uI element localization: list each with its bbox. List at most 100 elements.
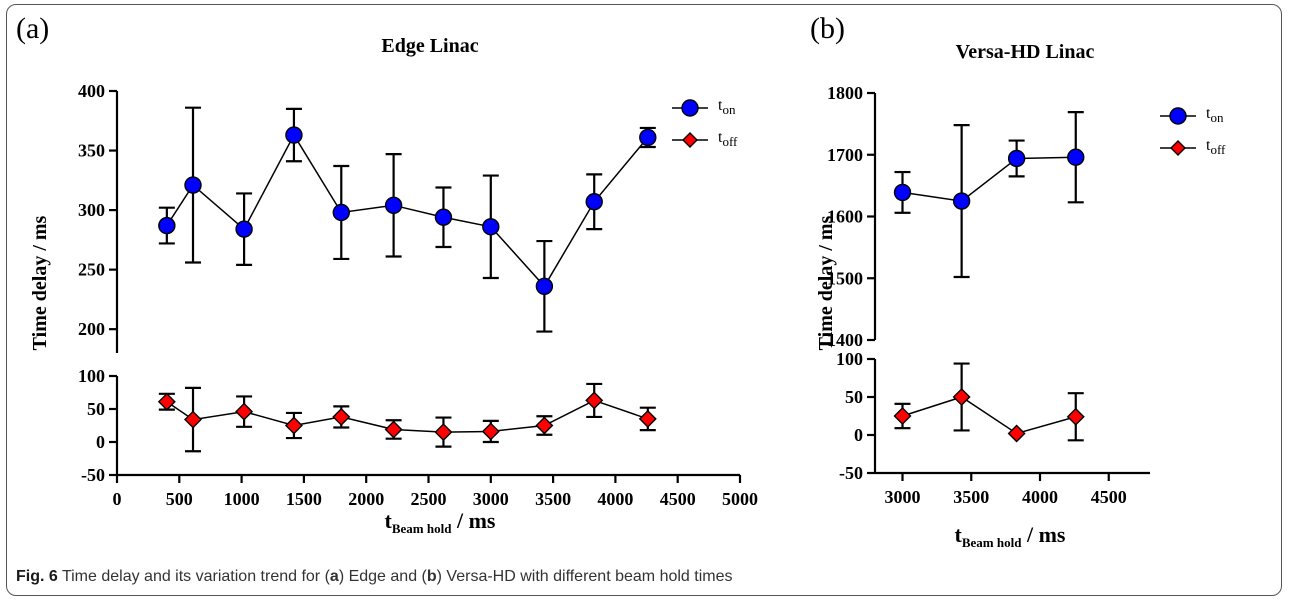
caption-text-1: Time delay and its variation trend for ( bbox=[57, 568, 330, 585]
y-tick-label: 1700 bbox=[827, 145, 863, 165]
data-point bbox=[535, 416, 554, 435]
data-point bbox=[158, 216, 176, 235]
y-tick-label: 300 bbox=[78, 200, 105, 220]
y-tick-label: 1600 bbox=[827, 207, 863, 227]
data-point bbox=[535, 277, 554, 296]
chart-title: Edge Linac bbox=[381, 35, 478, 57]
y-tick-label: 100 bbox=[78, 366, 105, 386]
x-tick-label: 1000 bbox=[224, 489, 260, 509]
y-tick-label: -50 bbox=[839, 463, 863, 483]
data-point bbox=[639, 128, 657, 147]
data-point bbox=[157, 392, 176, 411]
x-tick-label: 4500 bbox=[660, 489, 696, 509]
data-point bbox=[285, 126, 303, 144]
x-tick-label: 0 bbox=[113, 489, 122, 509]
y-tick-label: 200 bbox=[78, 319, 105, 339]
data-point bbox=[384, 420, 403, 439]
data-point bbox=[384, 196, 403, 215]
data-point bbox=[434, 423, 453, 442]
series-off bbox=[157, 382, 657, 453]
data-point bbox=[235, 220, 253, 238]
data-point bbox=[1007, 149, 1026, 168]
data-point bbox=[235, 402, 254, 421]
x-tick-label: 4500 bbox=[1091, 487, 1127, 507]
y-tick-label: 0 bbox=[854, 425, 863, 445]
data-point bbox=[1007, 424, 1026, 443]
data-point bbox=[1066, 407, 1085, 426]
series-on bbox=[158, 106, 657, 333]
data-point bbox=[184, 410, 202, 429]
y-axis-label: Time delay / ms bbox=[29, 215, 51, 350]
x-tick-label: 3500 bbox=[953, 487, 989, 507]
data-point bbox=[638, 409, 657, 428]
legend-label: toff bbox=[1206, 137, 1226, 157]
y-tick-label: 50 bbox=[845, 387, 863, 407]
caption-text-2: ) Edge and ( bbox=[338, 568, 427, 585]
data-point bbox=[184, 176, 202, 194]
figure-caption: Fig. 6 Time delay and its variation tren… bbox=[16, 568, 732, 586]
series-line bbox=[902, 156, 1076, 202]
x-tick-label: 3500 bbox=[535, 489, 571, 509]
legend-label: ton bbox=[718, 97, 736, 117]
x-tick-label: 2500 bbox=[411, 489, 447, 509]
data-point bbox=[585, 391, 604, 410]
x-tick-label: 4000 bbox=[1022, 487, 1058, 507]
caption-text-3: ) Versa-HD with different beam hold time… bbox=[436, 568, 733, 585]
y-tick-label: 100 bbox=[836, 349, 863, 369]
legend-marker bbox=[1170, 140, 1186, 156]
y-tick-label: 1800 bbox=[827, 83, 863, 103]
series-line bbox=[166, 133, 649, 288]
y-tick-label: 1400 bbox=[827, 330, 863, 350]
y-tick-label: 0 bbox=[96, 432, 105, 452]
caption-bold-b: b bbox=[426, 568, 437, 585]
data-point bbox=[434, 208, 453, 226]
series-line bbox=[902, 396, 1076, 435]
x-tick-label: 5000 bbox=[722, 489, 758, 509]
series-off bbox=[893, 362, 1085, 443]
data-point bbox=[284, 416, 303, 435]
y-tick-label: 250 bbox=[78, 260, 105, 280]
legend-label: ton bbox=[1206, 105, 1224, 125]
chart-panel-b: (b) Versa-HD Linac 1400 1500 1600 1700 1800 -50… bbox=[810, 12, 1226, 507]
x-tick-label: 500 bbox=[166, 489, 193, 509]
y-tick-label: 350 bbox=[78, 141, 105, 161]
legend-entry-off: toff bbox=[672, 129, 738, 149]
series-on bbox=[893, 111, 1085, 279]
y-tick-label: 1500 bbox=[827, 268, 863, 288]
x-tick-label: 3000 bbox=[885, 487, 921, 507]
chart-title: Versa-HD Linac bbox=[956, 41, 1095, 63]
panel-label: (a) bbox=[16, 12, 49, 45]
x-axis-label: tBeam hold / ms bbox=[385, 508, 496, 536]
x-tick-label: 3000 bbox=[473, 489, 509, 509]
x-tick-label: 1500 bbox=[286, 489, 322, 509]
legend-marker bbox=[681, 99, 699, 117]
y-tick-label: -50 bbox=[81, 465, 105, 485]
legend-marker bbox=[1169, 107, 1187, 125]
y-axis-label: Time delay / ms bbox=[815, 215, 837, 350]
legend-entry-on: ton bbox=[672, 97, 736, 117]
data-point bbox=[585, 193, 603, 211]
legend-marker bbox=[682, 132, 698, 148]
legend-entry-off: toff bbox=[1160, 137, 1226, 157]
x-tick-label: 2000 bbox=[348, 489, 384, 509]
data-point bbox=[482, 218, 500, 236]
data-point bbox=[481, 422, 500, 441]
legend-entry-on: ton bbox=[1160, 105, 1224, 125]
figure-frame bbox=[6, 4, 1282, 596]
caption-bold-a: a bbox=[329, 568, 339, 585]
panel-label: (b) bbox=[810, 12, 845, 45]
legend-label: toff bbox=[718, 129, 738, 149]
y-tick-label: 400 bbox=[78, 81, 105, 101]
data-point bbox=[952, 192, 971, 210]
x-tick-label: 4000 bbox=[597, 489, 633, 509]
data-point bbox=[952, 388, 971, 406]
data-point bbox=[332, 203, 350, 222]
y-tick-label: 50 bbox=[87, 399, 105, 419]
data-point bbox=[893, 407, 912, 425]
data-point bbox=[1067, 148, 1085, 166]
caption-fig-label: Fig. 6 bbox=[16, 568, 58, 585]
x-axis-label: tBeam hold / ms bbox=[955, 522, 1066, 550]
data-point bbox=[332, 407, 351, 426]
